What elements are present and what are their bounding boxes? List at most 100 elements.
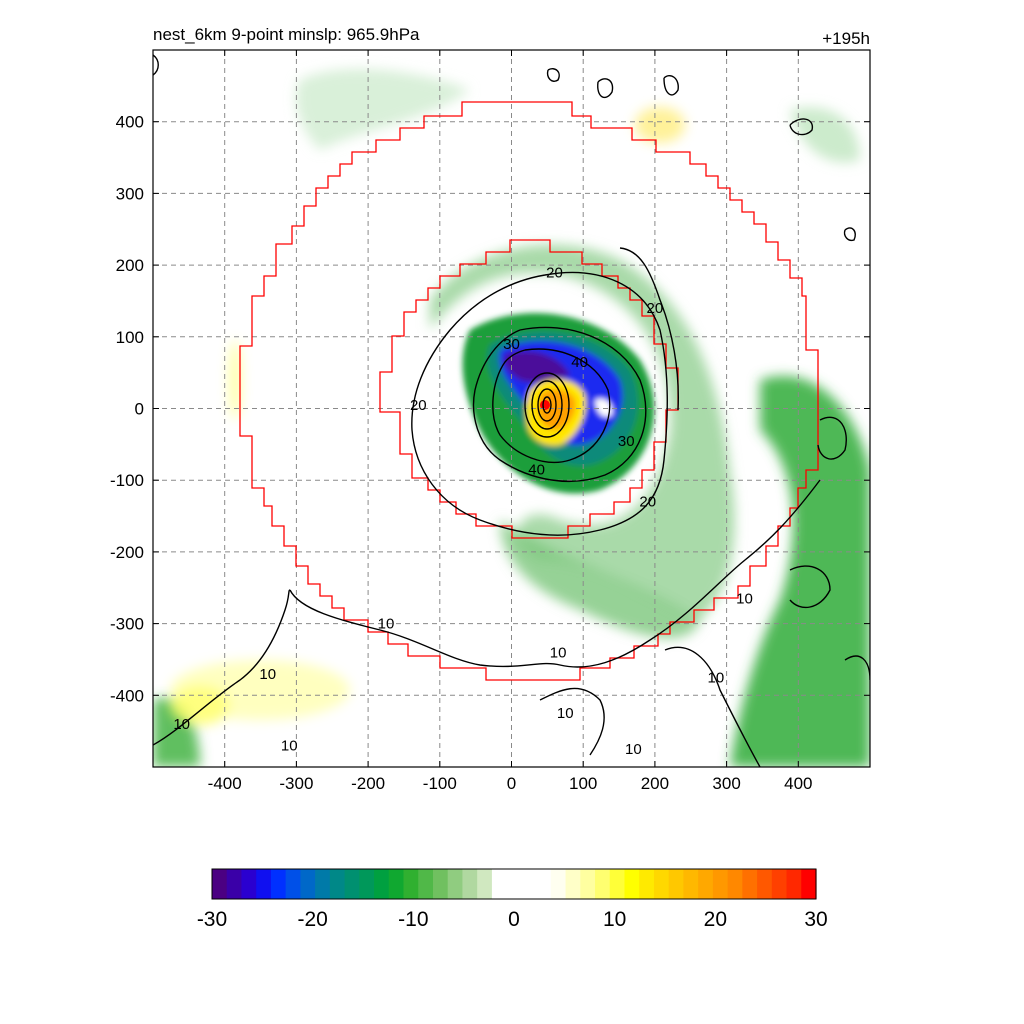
inner-nest-boundary: [379, 239, 679, 539]
colorbar-tick-label: 30: [804, 908, 827, 931]
x-axis-labels: -400 -300 -200 -100 0 100 200 300 400: [208, 774, 813, 793]
grid: [153, 50, 870, 767]
yellow-patch-west: [229, 340, 241, 420]
x-tick-label: -100: [423, 774, 457, 793]
contour-north-1: [546, 68, 560, 82]
colorbar-swatch: [270, 869, 287, 899]
contours: [153, 54, 870, 767]
chart-title: nest_6km 9-point minslp: 965.9hPa: [153, 25, 420, 44]
y-tick-label: -300: [110, 615, 144, 634]
contour-label: 10: [259, 666, 276, 683]
y-tick-label: 100: [116, 328, 144, 347]
green-northeast-patch: [790, 107, 860, 163]
contour-northeast-1: [789, 118, 814, 136]
colorbar-swatch: [624, 869, 640, 899]
colorbar-swatch: [432, 869, 449, 899]
contour-label: 10: [281, 737, 298, 754]
colorbar-swatch: [388, 869, 405, 899]
x-tick-label: 300: [712, 774, 740, 793]
colorbar-swatch: [374, 869, 390, 899]
colorbar-tick-label: 10: [603, 908, 626, 931]
colorbar-swatch: [550, 869, 567, 899]
y-tick-label: -400: [110, 686, 144, 705]
contour-10-east-2: [789, 565, 831, 609]
contour-10-south-2: [539, 687, 605, 756]
x-tick-label: 0: [507, 774, 516, 793]
colorbar-swatch: [653, 869, 670, 899]
colorbar-swatch: [668, 869, 685, 899]
y-tick-label: -100: [110, 471, 144, 490]
colorbar: -30 -20 -10 0 10 20 30: [197, 868, 828, 931]
contour-label: 10: [708, 669, 725, 686]
contour-label: 10: [173, 716, 190, 733]
colorbar-labels: -30 -20 -10 0 10 20 30: [197, 908, 828, 931]
contour-label: 20: [546, 264, 563, 281]
contour-label: 30: [503, 336, 520, 353]
x-tick-label: -300: [279, 774, 313, 793]
colorbar-tick-label: -10: [398, 908, 428, 931]
white-eye: [595, 398, 613, 417]
contour-10-southeast: [664, 646, 761, 767]
contour-north-3: [663, 74, 679, 96]
contour-label: 10: [378, 616, 395, 633]
x-tick-label: 200: [641, 774, 669, 793]
contour-label: 10: [557, 705, 574, 722]
colorbar-frame: [211, 868, 817, 900]
colorbar-swatch: [418, 869, 434, 899]
contour-10-southwest: [153, 589, 291, 746]
contour-core-4: [542, 396, 552, 414]
colorbar-swatch: [580, 869, 596, 899]
colorbar-swatch: [712, 869, 729, 899]
colorbar-swatch: [300, 869, 316, 899]
colorbar-swatch: [801, 869, 817, 899]
x-tick-label: -200: [351, 774, 385, 793]
forecast-hour-label: +195h: [822, 29, 870, 48]
contour-10-south: [289, 479, 821, 668]
contour-label: 20: [647, 300, 664, 317]
colorbar-tick-label: 0: [508, 908, 520, 931]
colorbar-swatch: [771, 869, 788, 899]
y-tick-label: 0: [135, 400, 144, 419]
contour-20: [411, 271, 668, 536]
green-outer-band: [430, 244, 735, 620]
colorbar-swatch: [212, 869, 228, 899]
y-tick-label: -200: [110, 543, 144, 562]
shaded-field: [153, 69, 870, 767]
colorbar-swatch: [639, 869, 655, 899]
colorbar-swatch: [256, 869, 272, 899]
y-axis-labels: 400 300 200 100 0 -100 -200 -300 -400: [110, 113, 144, 706]
contour-10-east: [817, 416, 847, 460]
colorbar-swatch: [565, 869, 581, 899]
colorbar-swatch: [521, 869, 537, 899]
green-north-streak: [296, 69, 470, 150]
colorbar-swatch: [595, 869, 611, 899]
contour-core-1: [524, 372, 570, 438]
contour-20-east: [619, 247, 680, 411]
colorbar-swatch: [403, 869, 419, 899]
contour-30: [472, 326, 647, 482]
colorbar-swatch: [285, 869, 301, 899]
colorbar-swatch: [226, 869, 243, 899]
colorbar-tick-label: 20: [704, 908, 727, 931]
colorbar-swatch: [698, 869, 714, 899]
x-tick-label: 400: [784, 774, 812, 793]
colorbar-swatch: [727, 869, 743, 899]
y-tick-label: 300: [116, 184, 144, 203]
outer-nest-boundary: [239, 101, 819, 681]
contour-label: 40: [571, 354, 588, 371]
contour-core-2: [531, 380, 563, 430]
contour-northeast-2: [843, 227, 856, 242]
colorbar-swatch: [344, 869, 360, 899]
green-south-band: [500, 520, 700, 639]
colorbar-swatch: [359, 869, 375, 899]
colorbar-swatch: [462, 869, 478, 899]
contour-label: 40: [528, 461, 545, 478]
yellow-patch-north: [635, 107, 685, 143]
contour-label: 30: [618, 433, 635, 450]
colorbar-swatch: [477, 869, 493, 899]
colorbar-tick-label: -30: [197, 908, 227, 931]
colorbar-swatch: [315, 869, 331, 899]
x-tick-label: -400: [208, 774, 242, 793]
nest-boundaries: [239, 101, 819, 681]
